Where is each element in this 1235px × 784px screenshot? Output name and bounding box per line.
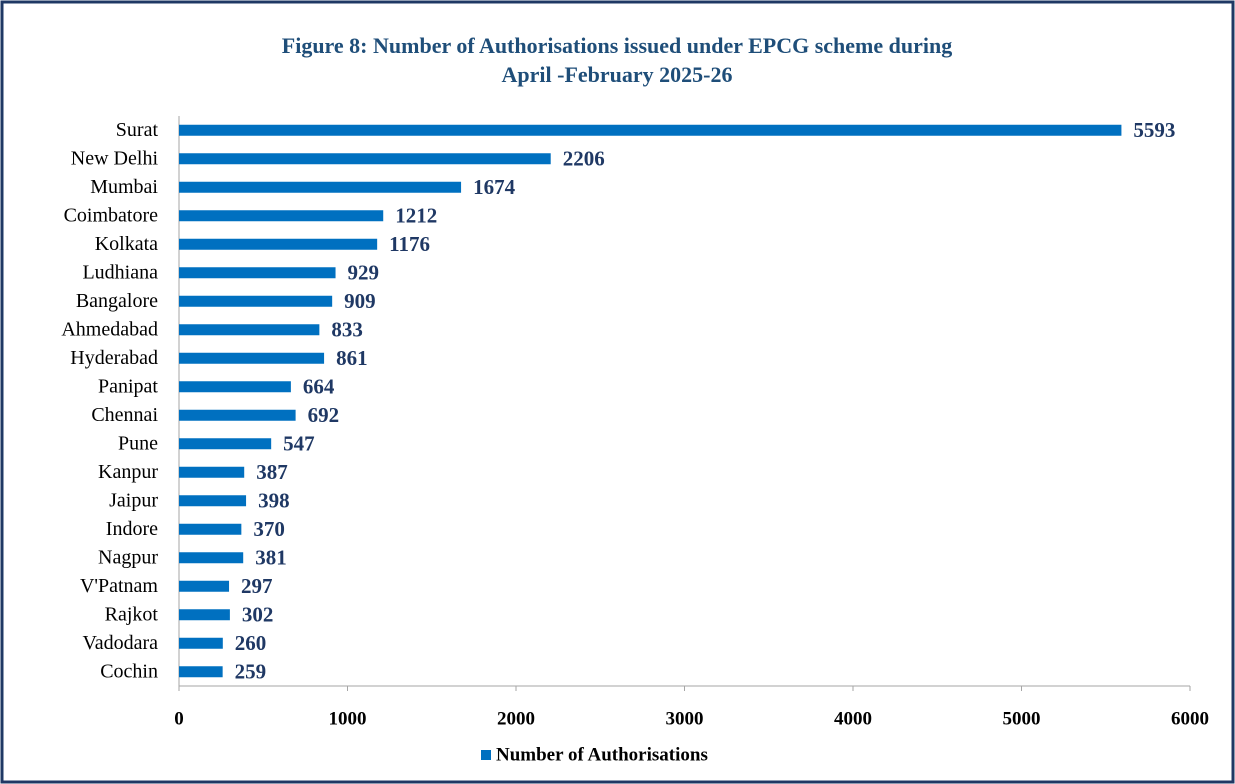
chart-title: April -February 2025-26 (502, 62, 733, 87)
y-tick-label: Indore (106, 518, 158, 540)
bar (179, 153, 551, 165)
bar (179, 495, 247, 507)
bar (179, 466, 245, 478)
value-label: 398 (258, 489, 290, 513)
value-label: 260 (235, 631, 267, 655)
value-label: 909 (344, 289, 376, 313)
value-label: 664 (303, 375, 335, 399)
y-tick-label: Ahmedabad (61, 318, 158, 340)
legend-swatch (481, 750, 491, 760)
x-tick-label: 5000 (1003, 708, 1041, 729)
value-label: 692 (308, 403, 340, 427)
value-label: 833 (331, 318, 363, 342)
value-label: 2206 (563, 147, 605, 171)
y-tick-label: V'Patnam (80, 575, 158, 597)
legend-label: Number of Authorisations (496, 744, 708, 765)
bar (179, 637, 223, 649)
bar (179, 295, 333, 307)
bar (179, 210, 384, 222)
value-label: 547 (283, 432, 315, 456)
y-tick-label: Ludhiana (82, 261, 158, 283)
y-tick-label: Nagpur (98, 546, 158, 568)
bar (179, 267, 336, 279)
chart-title: Figure 8: Number of Authorisations issue… (282, 33, 952, 58)
bar (179, 552, 244, 564)
x-tick-label: 4000 (834, 708, 872, 729)
value-label: 381 (255, 546, 286, 570)
bar (179, 666, 223, 678)
y-tick-label: Jaipur (109, 489, 158, 511)
y-tick-label: Bangalore (76, 290, 158, 312)
y-tick-label: Coimbatore (64, 204, 159, 226)
y-tick-label: Surat (116, 119, 159, 141)
bar (179, 523, 242, 535)
value-label: 861 (336, 346, 368, 370)
bar (179, 381, 291, 393)
bar (179, 324, 320, 336)
bar (179, 580, 230, 592)
value-label: 1176 (389, 232, 430, 256)
value-label: 387 (256, 460, 288, 484)
bar (179, 609, 230, 621)
x-tick-label: 2000 (497, 708, 535, 729)
value-label: 5593 (1133, 118, 1175, 142)
y-tick-label: Hyderabad (70, 347, 158, 369)
bar (179, 438, 272, 450)
y-tick-label: Kolkata (95, 233, 158, 255)
bar (179, 124, 1122, 136)
value-label: 1212 (395, 204, 437, 228)
value-label: 370 (253, 517, 285, 541)
value-label: 1674 (473, 175, 515, 199)
y-tick-label: Pune (118, 432, 158, 454)
y-tick-label: Cochin (100, 660, 158, 682)
y-tick-label: Rajkot (105, 603, 159, 625)
x-tick-label: 1000 (329, 708, 367, 729)
x-tick-label: 6000 (1171, 708, 1209, 729)
value-label: 929 (348, 261, 380, 285)
y-tick-label: Panipat (98, 375, 158, 397)
y-tick-label: Vadodara (82, 632, 158, 654)
bar (179, 181, 462, 193)
bar (179, 238, 378, 250)
bar (179, 352, 325, 364)
y-tick-label: New Delhi (71, 147, 159, 169)
y-tick-label: Kanpur (98, 461, 158, 483)
value-label: 259 (235, 660, 266, 684)
y-tick-label: Chennai (91, 404, 158, 426)
bar (179, 409, 296, 421)
value-label: 297 (241, 574, 273, 598)
y-tick-label: Mumbai (90, 176, 158, 198)
x-tick-label: 0 (174, 708, 184, 729)
x-tick-label: 3000 (666, 708, 704, 729)
value-label: 302 (242, 603, 274, 627)
